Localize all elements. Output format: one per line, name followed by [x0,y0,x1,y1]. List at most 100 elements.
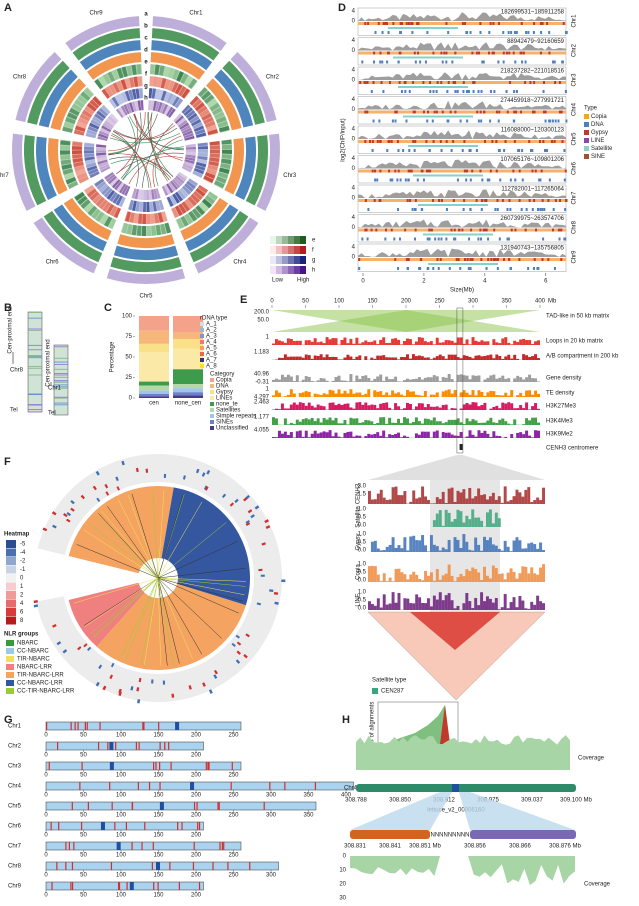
te-mark [376,178,379,182]
x-tick-label: 50 [80,733,87,739]
te-mark [383,22,386,25]
heat-cell [66,518,71,523]
te-mark [544,149,547,152]
heat-cell [118,196,126,208]
track-bar [531,394,535,397]
te-mark [561,60,564,64]
te-mark [478,51,481,55]
zoom-bar [483,536,486,552]
track-scale: 1.0 [358,507,367,513]
zoom-bar [539,500,543,504]
zoom-bar [477,544,481,552]
heat-cell [107,115,117,125]
track-bar [367,420,371,425]
link [134,113,185,151]
legend-label: -2 [20,559,26,565]
signal-area [358,12,566,21]
link [154,139,183,187]
heat-cell [184,199,194,209]
track-bar [388,357,392,360]
track-bar [462,355,466,360]
te-mark [519,51,522,55]
rdna-band [28,404,42,405]
row-frame [357,37,567,66]
te-mark [565,119,568,123]
track-bar [483,341,487,345]
zoom-bar [497,496,501,504]
heat-cell [97,159,108,165]
nlr-mark [65,862,67,870]
track-bar [319,422,323,425]
track-bar [447,389,451,397]
te-mark [504,140,507,143]
y-tick-label: 4 [352,245,356,251]
te-mark [372,119,375,123]
x-tick-label: 0 [270,299,274,305]
stacked-bar [173,332,203,339]
heat-cell [194,128,206,135]
track-bar [519,392,523,397]
zoom-bar [376,493,380,504]
track-bar [292,381,296,382]
zoom-bar [432,544,436,552]
heat-cell [209,145,220,150]
heat-cell [124,186,131,197]
zoom-bar [468,549,472,552]
track-label: Gene density [546,376,581,382]
te-mark [479,110,482,114]
track-bar [537,422,540,425]
zoom-bar [406,598,410,610]
te-mark [562,22,565,25]
track-bar [376,408,380,410]
te-mark [468,149,471,152]
nlr-mark [170,762,172,770]
heat-cell [188,685,192,690]
zoom-bar [503,486,507,504]
te-mark [373,60,376,64]
legend-label: e [312,238,316,244]
te-mark [542,140,545,143]
te-mark [486,178,489,182]
te-mark [405,258,408,261]
stacked-bar [139,393,169,397]
y-tick-label: 0 [352,19,356,25]
nlr-mark [205,762,207,770]
track-bar [295,431,299,438]
te-mark [448,267,451,270]
heat-cell [124,90,131,102]
te-mark [548,51,551,55]
te-mark [531,149,534,152]
track-bar [316,404,320,410]
ring-segment [180,197,229,241]
te-mark [560,228,563,232]
stacked-bar [139,396,169,398]
x-tick-label: 200 [191,813,202,819]
track-bar [343,390,347,397]
zoom-bar [373,566,377,582]
te-mark [455,258,458,261]
zoom-bar [465,569,469,582]
legend-swatch [294,256,300,264]
track-bar [498,395,502,397]
heat-cell [102,201,111,212]
track-bar [495,395,499,397]
chromosome-label: Chr2 [8,744,22,750]
zoom-bar [486,540,489,552]
te-mark [542,81,545,84]
te-mark [540,169,543,173]
zoom-bar [500,502,504,504]
track-bar [346,381,350,382]
heat-cell [100,128,111,135]
heat-cell [164,105,171,116]
track-bar [397,392,401,397]
rdna-band [54,376,68,378]
heat-cell [229,502,235,507]
track-bar [313,430,317,438]
tree-branch [118,499,159,579]
x-tick-label: 100 [116,833,127,839]
te-mark [384,237,387,241]
ring-segment [15,51,62,123]
zoom-bar [536,548,540,552]
x-tick-label: 100 [334,299,345,305]
rdna-band [54,384,68,386]
